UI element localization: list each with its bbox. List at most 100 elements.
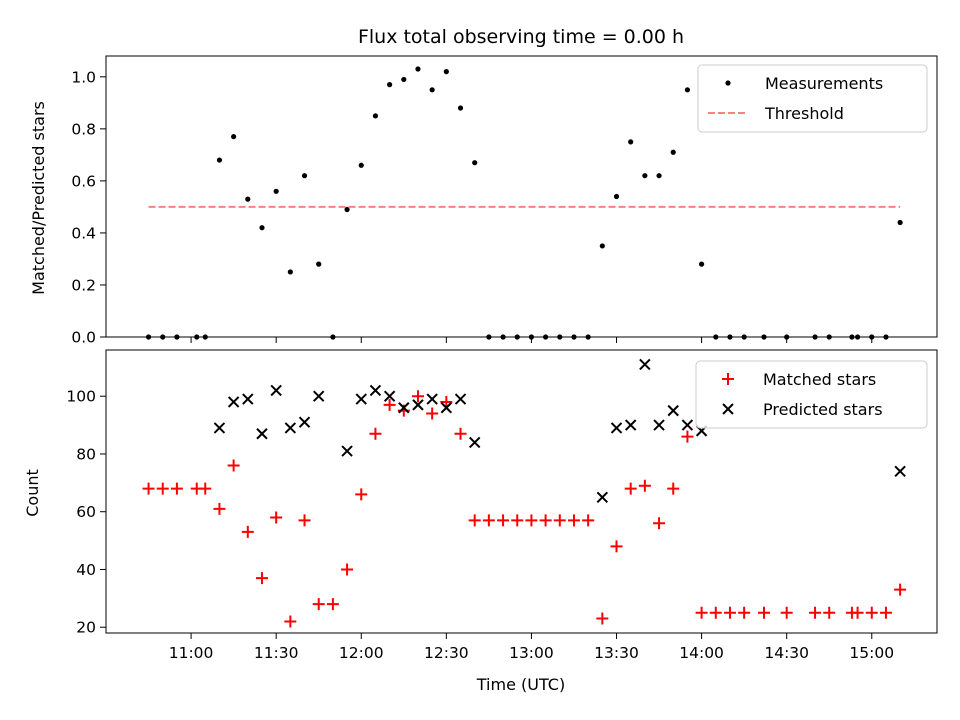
top-axes-frame [105,55,938,338]
measurement-point [316,261,322,267]
x-tick-label: 14:30 [764,644,809,662]
predicted-star-point [256,428,268,440]
measurement-point [443,69,449,75]
measurement-point [358,162,364,168]
measurement-point [670,149,676,155]
predicted-star-point [653,419,665,431]
legend-predicted-marker [722,403,734,415]
measurement-point [642,173,648,179]
bottom-y-tick-label: 80 [76,445,96,463]
matched-star-point [440,395,453,408]
predicted-star-point [369,384,382,397]
matched-star-point [879,606,892,619]
predicted-star-point [270,384,282,397]
measurement-point [259,225,265,231]
predicted-star-point [681,419,694,431]
matched-star-point [653,517,666,530]
x-tick-label: 11:30 [254,644,299,662]
x-tick-label: 13:30 [594,644,639,662]
predicted-star-point [355,393,367,405]
matched-star-point [213,502,226,515]
predicted-star-point [313,390,325,402]
matched-star-point [624,482,637,495]
top-y-tick-label: 0.4 [71,224,96,242]
matched-star-point [582,514,595,527]
bottom-y-tick-label: 40 [76,561,96,579]
measurement-point [401,76,407,83]
measurement-point [897,219,903,226]
matched-star-point [241,525,254,538]
measurement-point [656,173,662,179]
matched-star-point [482,514,495,527]
bottom-y-tick-label: 100 [66,388,96,406]
matched-star-point [865,606,878,619]
top-y-tick-label: 0.0 [71,329,96,347]
measurement-point [245,196,251,202]
predicted-star-point [412,399,424,411]
matched-star-point [539,514,552,527]
matched-star-point [695,606,708,619]
bottom-legend: Matched stars Predicted stars [695,360,928,429]
matched-star-point [610,540,623,553]
matched-star-point [567,514,580,527]
legend-matched-label: Matched stars [763,370,876,389]
bottom-y-tick-label: 20 [76,619,96,637]
predicted-star-point [213,422,226,434]
measurement-point [372,113,379,119]
predicted-star-point [894,465,906,477]
bottom-axes-frame [105,349,938,634]
top-y-tick-label: 0.2 [71,276,96,294]
measurement-point [387,82,393,88]
legend-threshold-label: Threshold [764,104,844,123]
predicted-star-point [667,404,679,417]
matched-star-point [638,479,651,492]
top-chart-title: Flux total observing time = 0.00 h [358,26,684,48]
matched-star-point [667,482,680,495]
matched-star-point [757,606,770,619]
matched-star-point [255,572,268,585]
measurement-point [472,160,478,166]
matched-star-point [270,511,283,524]
predicted-star-point [596,491,609,503]
matched-star-point [823,606,836,619]
x-tick-label: 14:00 [679,644,724,662]
matched-star-point [709,606,722,619]
matched-star-point [312,598,325,611]
matched-star-point [355,488,368,501]
measurement-point [698,261,705,267]
matched-star-point [383,398,396,411]
measurement-point [287,269,293,275]
matched-star-point [156,482,169,495]
matched-star-point [411,390,424,403]
x-tick-label: 15:00 [849,644,894,662]
bottom-legend-box [695,360,928,429]
predicted-star-point [440,402,453,414]
predicted-star-point [298,416,311,428]
predicted-star-point [426,393,438,405]
matched-star-point [851,606,864,619]
matched-star-point [170,482,183,495]
top-y-tick-label: 0.6 [71,172,96,190]
measurement-point [457,105,464,111]
legend-measurements-marker [725,80,731,86]
predicted-star-point [242,393,254,405]
predicted-star-point [398,402,410,414]
measurement-point [599,243,605,249]
bottom-plot-panel: 20 40 60 80 100 11:00 11:30 12:00 12:30 13:00 13:3… [66,349,938,662]
measurement-point [613,193,620,200]
matched-star-point [596,612,609,625]
matched-star-point [298,514,311,527]
matched-star-point [553,514,566,527]
x-tick-label: 13:00 [509,644,554,662]
matched-star-point [227,459,240,472]
measurement-point [429,87,435,93]
x-tick-label: 12:30 [424,644,469,662]
predicted-star-point [383,390,396,402]
top-legend: Measurements Threshold [697,64,928,133]
measurement-point [301,173,308,179]
matched-star-point [454,427,467,440]
matched-star-point [369,427,382,440]
matched-star-point [341,563,354,576]
matched-star-point [511,514,524,527]
